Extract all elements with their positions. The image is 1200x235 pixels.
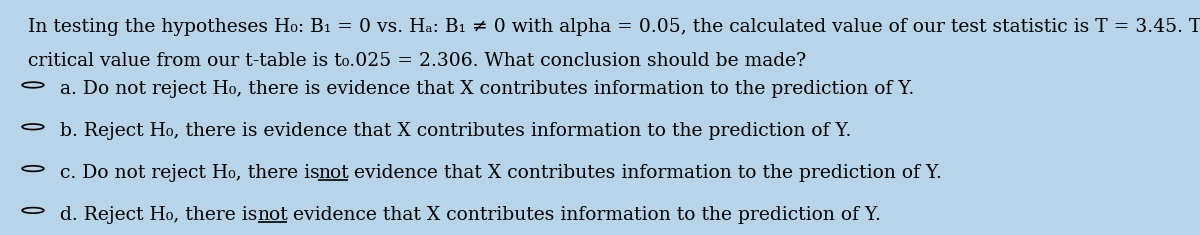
Text: not: not	[318, 164, 349, 182]
Text: not: not	[258, 206, 288, 224]
Text: c. Do not reject H₀, there is: c. Do not reject H₀, there is	[60, 164, 326, 182]
Text: evidence that X contributes information to the prediction of Y.: evidence that X contributes information …	[348, 164, 942, 182]
Text: In testing the hypotheses H₀: B₁ = 0 vs. Hₐ: B₁ ≠ 0 with alpha = 0.05, the calcu: In testing the hypotheses H₀: B₁ = 0 vs.…	[29, 18, 1200, 36]
Text: critical value from our t-table is t₀.025 = 2.306. What conclusion should be mad: critical value from our t-table is t₀.02…	[29, 52, 806, 70]
Text: a. Do not reject H₀, there is evidence that X contributes information to the pre: a. Do not reject H₀, there is evidence t…	[60, 80, 914, 98]
Text: d. Reject H₀, there is: d. Reject H₀, there is	[60, 206, 264, 224]
Text: b. Reject H₀, there is evidence that X contributes information to the prediction: b. Reject H₀, there is evidence that X c…	[60, 122, 852, 140]
Text: evidence that X contributes information to the prediction of Y.: evidence that X contributes information …	[287, 206, 881, 224]
